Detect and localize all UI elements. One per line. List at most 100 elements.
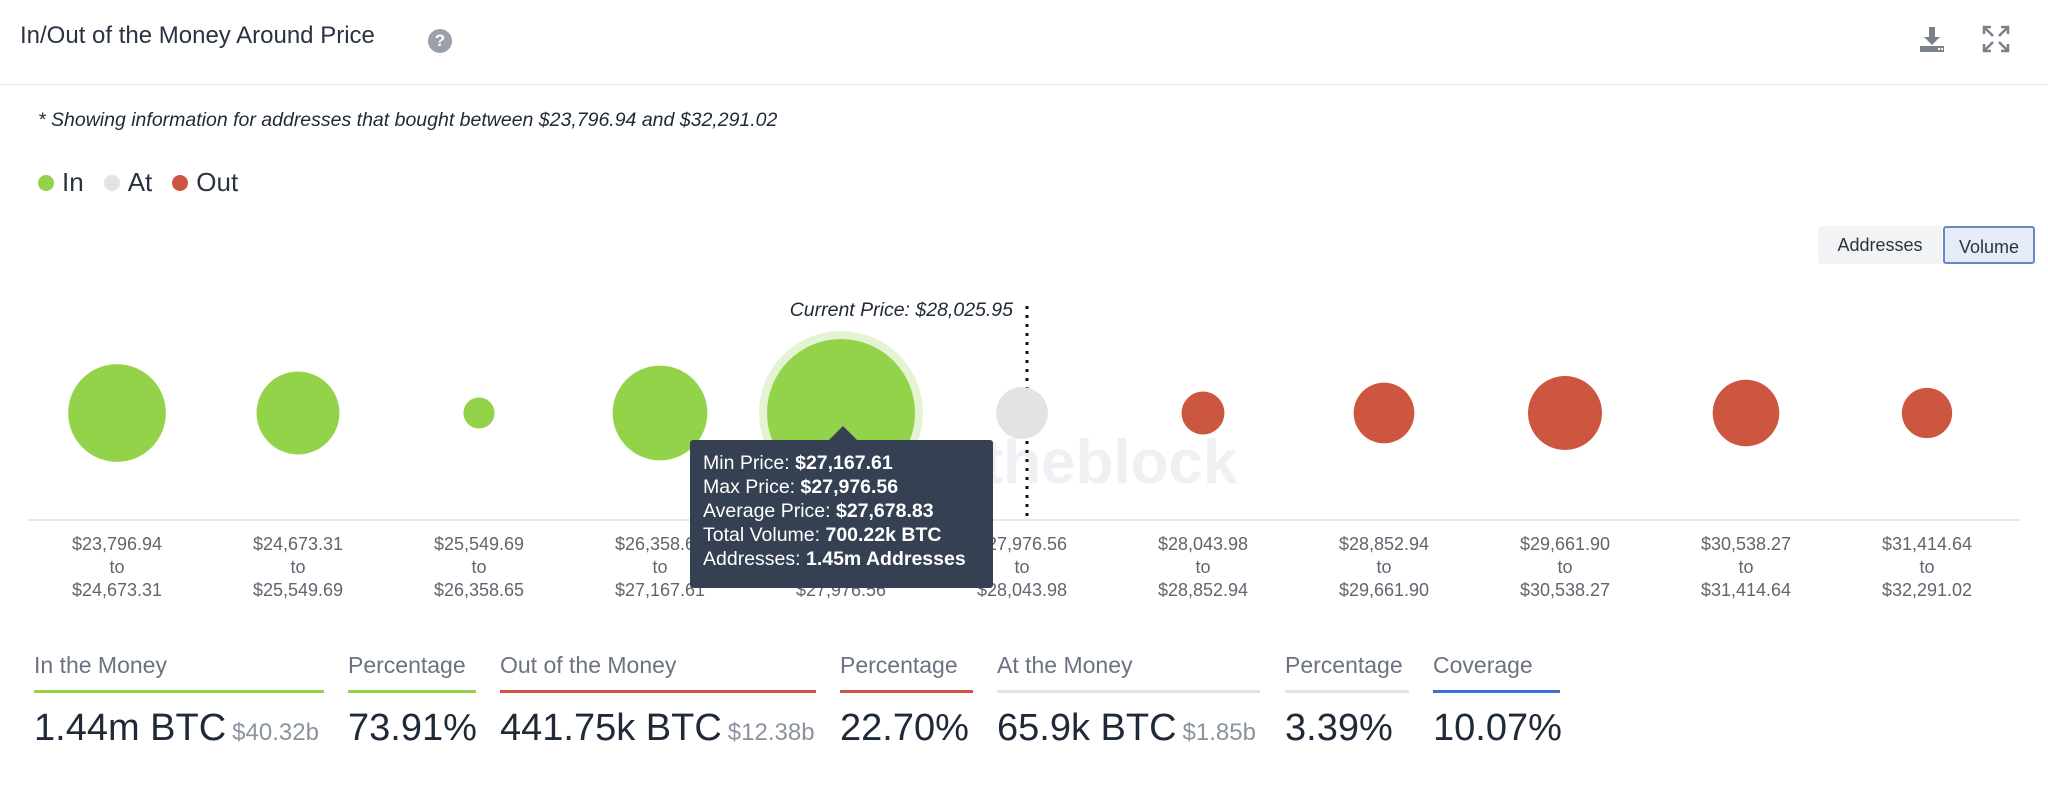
x-tick-label: $28,852.94 bbox=[1158, 580, 1248, 600]
tooltip-row: Average Price: $27,678.83 bbox=[703, 499, 993, 523]
tooltip-value: $27,167.61 bbox=[795, 452, 893, 474]
x-tick-label: $26,358.65 bbox=[615, 534, 705, 554]
stat-value: 22.70% bbox=[840, 707, 973, 750]
bubble-out bbox=[1353, 382, 1415, 444]
stat-value: 1.44m BTC $40.32b bbox=[34, 707, 324, 750]
stat-underline bbox=[1285, 690, 1409, 693]
x-tick-label: $25,549.69 bbox=[253, 580, 343, 600]
bubble-chart: theblock Current Price: $28,025.95 $23,796… bbox=[27, 299, 2020, 600]
stat-sub-value: $12.38b bbox=[727, 719, 815, 746]
x-tick-label: $29,661.90 bbox=[1339, 580, 1429, 600]
volume-toggle-button[interactable]: Volume bbox=[1943, 226, 2035, 264]
bubble-in bbox=[68, 364, 166, 462]
download-icon[interactable] bbox=[1917, 24, 1947, 54]
bubble-in bbox=[612, 365, 708, 461]
addresses-toggle-button[interactable]: Addresses bbox=[1818, 226, 1942, 264]
x-tick-label: $28,043.98 bbox=[1158, 534, 1248, 554]
tooltip-label: Addresses: bbox=[703, 548, 806, 570]
stat-value: 10.07% bbox=[1433, 707, 1562, 750]
stat-label: Percentage bbox=[840, 652, 958, 678]
x-tick-label: to bbox=[652, 557, 667, 577]
stat-label: Out of the Money bbox=[500, 652, 677, 678]
stat-underline bbox=[34, 690, 324, 693]
legend-item-in[interactable]: In bbox=[38, 167, 84, 198]
stat-underline bbox=[997, 690, 1260, 693]
stat-underline bbox=[348, 690, 476, 693]
x-tick-label: to bbox=[1014, 557, 1029, 577]
bubble-in bbox=[463, 397, 495, 429]
stat-main-value: 3.39% bbox=[1285, 707, 1393, 749]
tooltip-label: Min Price: bbox=[703, 452, 796, 474]
legend-label-out: Out bbox=[196, 167, 239, 197]
tooltip-row: Max Price: $27,976.56 bbox=[703, 475, 993, 499]
x-tick-label: $24,673.31 bbox=[72, 580, 162, 600]
legend-dot-in bbox=[38, 174, 54, 191]
legend-dot-out bbox=[172, 174, 189, 191]
x-tick-label: $30,538.27 bbox=[1701, 534, 1791, 554]
stat-at-the-money: At the Money 65.9k BTC $1.85b bbox=[997, 652, 1260, 750]
tooltip-arrow bbox=[829, 426, 857, 440]
x-tick-label: $30,538.27 bbox=[1520, 580, 1610, 600]
expand-icon[interactable] bbox=[1981, 24, 2011, 54]
tooltip-value: 700.22k BTC bbox=[825, 524, 942, 546]
legend-item-out[interactable]: Out bbox=[172, 167, 238, 198]
x-tick-label: to bbox=[1195, 557, 1210, 577]
stat-sub-value: $1.85b bbox=[1182, 719, 1256, 746]
bubble-at bbox=[996, 387, 1048, 439]
stat-out-of-the-money: Out of the Money 441.75k BTC $12.38b bbox=[500, 652, 816, 750]
stat-at-percentage: Percentage 3.39% bbox=[1285, 652, 1409, 750]
stat-value: 441.75k BTC $12.38b bbox=[500, 707, 816, 750]
tooltip-value: $27,976.56 bbox=[800, 476, 899, 498]
bubble-in bbox=[256, 371, 340, 455]
stat-label: Percentage bbox=[1285, 652, 1403, 678]
bubble-out bbox=[1528, 376, 1602, 450]
stat-main-value: 65.9k BTC bbox=[997, 707, 1177, 749]
bubble-out bbox=[1712, 379, 1780, 447]
x-tick-label: $25,549.69 bbox=[434, 534, 524, 554]
question-circle-icon[interactable]: ? bbox=[428, 29, 452, 53]
stat-main-value: 1.44m BTC bbox=[34, 707, 227, 749]
tooltip-row: Addresses: 1.45m Addresses bbox=[703, 547, 993, 571]
stat-in-percentage: Percentage 73.91% bbox=[348, 652, 477, 750]
legend-label-in: In bbox=[62, 167, 84, 197]
tooltip-label: Total Volume: bbox=[703, 524, 826, 546]
x-tick-label: $24,673.31 bbox=[253, 534, 343, 554]
tooltip-value: 1.45m Addresses bbox=[805, 548, 966, 570]
x-tick-label: to bbox=[1557, 557, 1572, 577]
stat-value: 73.91% bbox=[348, 707, 477, 750]
stat-value: 3.39% bbox=[1285, 707, 1409, 750]
x-tick-label: $31,414.64 bbox=[1701, 580, 1791, 600]
x-tick-label: $27,976.56 bbox=[977, 534, 1067, 554]
chart-header: In/Out of the Money Around Price ? bbox=[0, 0, 2048, 85]
legend-item-at[interactable]: At bbox=[103, 167, 153, 198]
stat-main-value: 73.91% bbox=[348, 707, 477, 749]
stat-underline bbox=[840, 690, 973, 693]
stat-coverage: Coverage 10.07% bbox=[1433, 652, 1562, 750]
stat-label: In the Money bbox=[34, 652, 167, 678]
stat-underline bbox=[1433, 690, 1560, 693]
tooltip-row: Min Price: $27,167.61 bbox=[703, 451, 993, 475]
x-tick-label: to bbox=[1376, 557, 1391, 577]
legend: In At Out bbox=[38, 167, 258, 198]
stat-main-value: 441.75k BTC bbox=[500, 707, 722, 749]
x-tick-label: $32,291.02 bbox=[1882, 580, 1972, 600]
bubble-out bbox=[1901, 387, 1953, 439]
bubble-out bbox=[1181, 391, 1225, 435]
x-tick-label: to bbox=[109, 557, 124, 577]
tooltip-label: Max Price: bbox=[703, 476, 801, 498]
stat-label: At the Money bbox=[997, 652, 1133, 678]
stat-in-the-money: In the Money 1.44m BTC $40.32b bbox=[34, 652, 324, 750]
tooltip-label: Average Price: bbox=[703, 500, 836, 522]
x-tick-label: to bbox=[1919, 557, 1934, 577]
bucket-tooltip: Min Price: $27,167.61 Max Price: $27,976… bbox=[690, 440, 993, 588]
legend-label-at: At bbox=[127, 167, 153, 197]
x-tick-label: to bbox=[1738, 557, 1753, 577]
x-tick-label: to bbox=[290, 557, 305, 577]
tooltip-row: Total Volume: 700.22k BTC bbox=[703, 523, 993, 547]
x-tick-label: $28,043.98 bbox=[977, 580, 1067, 600]
stat-value: 65.9k BTC $1.85b bbox=[997, 707, 1260, 750]
tooltip-value: $27,678.83 bbox=[835, 500, 934, 522]
stat-out-percentage: Percentage 22.70% bbox=[840, 652, 973, 750]
legend-dot-at bbox=[103, 174, 120, 191]
current-price-label: Current Price: $28,025.95 bbox=[790, 299, 1013, 321]
